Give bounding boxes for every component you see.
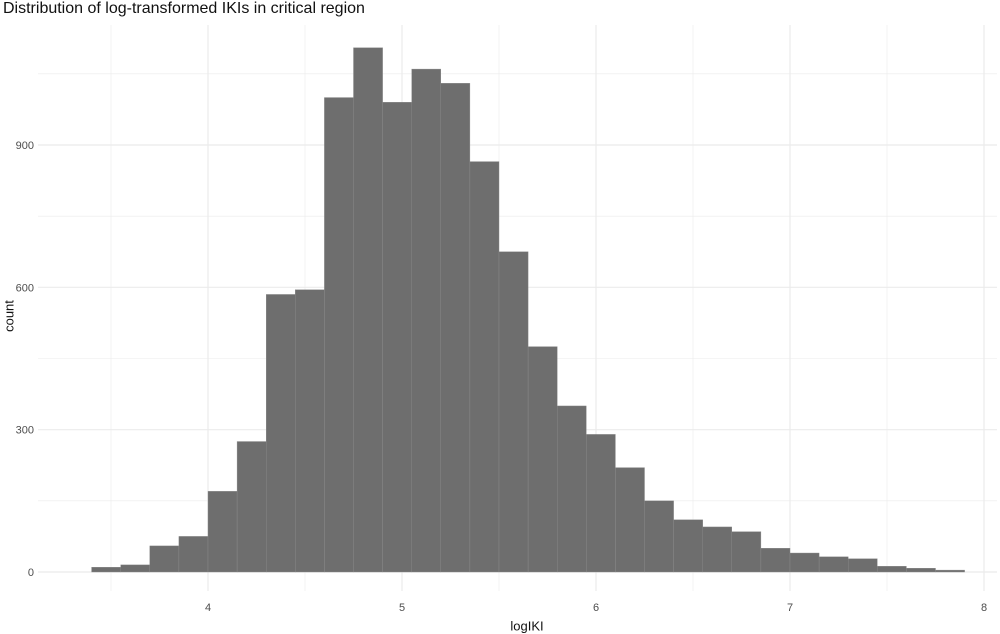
histogram-bar <box>818 556 849 573</box>
histogram-bar <box>411 68 442 573</box>
x-tick-label: 4 <box>205 602 211 614</box>
histogram-bar <box>586 434 616 573</box>
histogram-bar <box>120 564 150 573</box>
histogram-bar <box>557 405 587 573</box>
y-tick-label: 300 <box>16 425 34 437</box>
x-tick-label: 7 <box>787 602 793 614</box>
histogram-bar <box>149 545 180 573</box>
histogram-bar <box>295 289 325 573</box>
histogram-bar <box>469 161 500 573</box>
histogram-bar <box>324 97 354 573</box>
histogram-bar <box>266 294 296 573</box>
y-tick-label: 600 <box>16 282 34 294</box>
histogram-bar <box>848 558 878 573</box>
histogram-bar <box>236 441 267 573</box>
histogram-bar <box>615 467 645 573</box>
histogram-bar <box>789 552 820 573</box>
x-tick-label: 5 <box>399 602 405 614</box>
histogram-bar <box>644 500 674 573</box>
histogram-bar <box>760 548 791 573</box>
histogram-bar <box>353 47 383 573</box>
histogram-bar <box>731 531 762 573</box>
histogram-bar <box>935 569 965 573</box>
y-tick-label: 900 <box>16 140 34 152</box>
chart-title: Distribution of log-transformed IKIs in … <box>3 0 365 17</box>
histogram-bar <box>906 568 936 573</box>
histogram-bar <box>498 251 529 573</box>
histogram-bar <box>877 566 907 573</box>
x-tick-label: 8 <box>981 602 987 614</box>
histogram-bar <box>673 519 703 573</box>
histogram-bar <box>440 83 471 573</box>
histogram-bar <box>207 491 238 573</box>
histogram-bar <box>91 567 121 573</box>
y-axis-title: count <box>1 300 17 332</box>
histogram-bar <box>178 536 209 573</box>
y-tick-label: 0 <box>28 567 34 579</box>
histogram-bar <box>382 102 412 573</box>
x-tick-label: 6 <box>593 602 599 614</box>
x-axis-title: logIKI <box>510 618 544 634</box>
histogram-bar <box>527 346 558 573</box>
histogram-bar <box>702 526 733 573</box>
